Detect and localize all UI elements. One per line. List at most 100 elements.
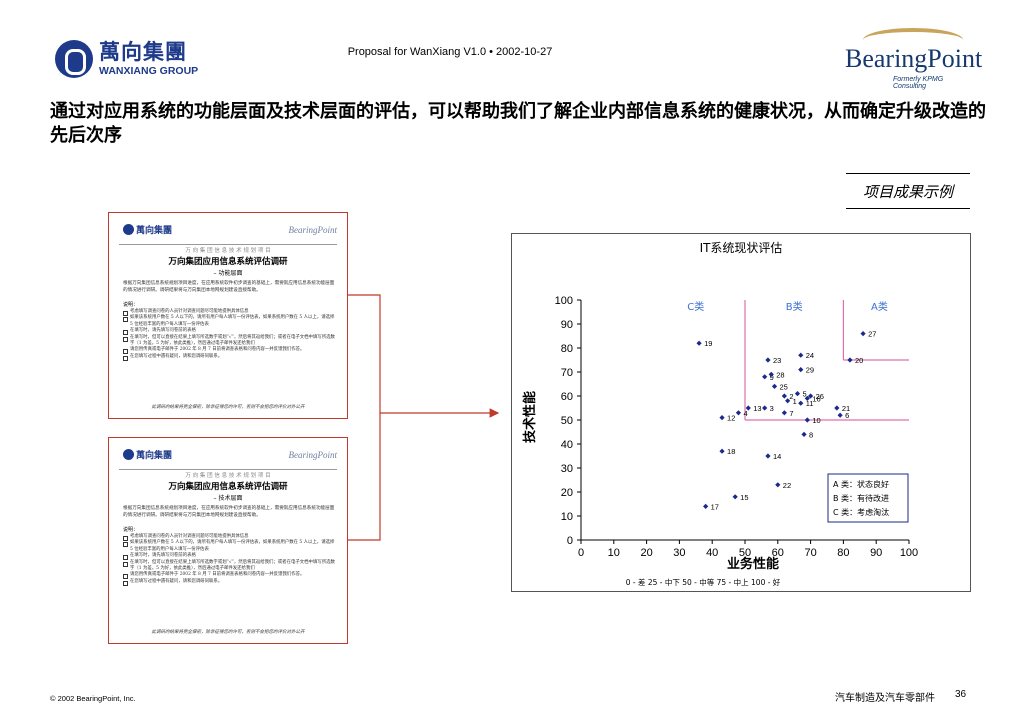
chart-legend-item: B 类：有待改进 — [833, 493, 889, 503]
x-tick-label: 20 — [640, 547, 652, 559]
survey-note-item: 在填写时，请先填写问卷前的表格 — [123, 553, 337, 561]
chart-canvas: IT系统现状评估 技术性能 业务性能 0 - 差 25 - 中下 50 - 中等… — [522, 241, 918, 587]
x-tick-label: 80 — [837, 547, 849, 559]
data-point — [834, 405, 840, 411]
chart-x-axis-label: 业务性能 — [727, 556, 779, 572]
survey-notes-label: 说明： — [123, 302, 139, 308]
survey-supertitle: 万 向 集 团 信 息 技 术 规 划 项 目 — [185, 248, 271, 254]
survey-note-item: 如果该系统用户数在 5 人以下的，请所有用户每人填写一份评估表，如果系统用户数在… — [123, 540, 337, 553]
data-point-label: 26 — [816, 392, 824, 401]
survey-function-level: 萬向集團 BearingPoint 万 向 集 团 信 息 技 术 规 划 项 … — [108, 212, 348, 419]
survey-notes-list: 考虑填写调查问卷的人员针对调查问题尽可能地提供具体信息 如果该系统用户数在 5 … — [123, 534, 337, 587]
chart-legend-box — [827, 473, 909, 523]
x-tick-label: 10 — [608, 547, 620, 559]
x-tick-label: 40 — [706, 547, 718, 559]
chart-legend-item: A 类：状态良好 — [833, 479, 889, 489]
survey-bp-logo: BearingPoint — [288, 225, 338, 235]
survey-intro: 根据万向集团信息系统规划项目进度，在应用系统软件初步调查的基础上，需要就应用信息… — [123, 506, 335, 518]
survey-note-item: 请您用传真或电子邮件于 2002 年 8 月 7 日前将调查表格和问卷内容一并反… — [123, 347, 337, 355]
survey-title: 万向集团应用信息系统评估调研 — [168, 482, 288, 492]
survey-subtitle: – 功能层面 — [213, 270, 243, 277]
y-tick-label: 100 — [555, 295, 573, 307]
data-point — [860, 331, 866, 337]
data-point — [804, 395, 810, 401]
x-tick-label: 70 — [804, 547, 816, 559]
survey-logo: 萬向集團 — [123, 223, 178, 239]
survey-intro: 根据万向集团信息系统规划项目进度，在应用系统软件初步调查的基础上，需要就应用信息… — [123, 281, 335, 293]
data-point-label: 19 — [704, 339, 712, 348]
wanxiang-logo-icon — [55, 40, 93, 78]
data-point — [781, 393, 787, 399]
wanxiang-logo: 萬向集團 WANXIANG GROUP — [55, 40, 215, 80]
data-point-label: 27 — [868, 330, 876, 339]
data-point — [765, 453, 771, 459]
data-point — [804, 417, 810, 423]
page-number: 36 — [955, 689, 967, 700]
data-point-label: 29 — [806, 366, 814, 375]
data-point-label: 4 — [743, 409, 747, 418]
data-point — [719, 415, 725, 421]
data-point — [798, 367, 804, 373]
survey-logo-text: 萬向集團 — [136, 226, 173, 236]
data-point — [847, 357, 853, 363]
data-point-label: 11 — [806, 399, 814, 408]
y-tick-label: 80 — [561, 343, 573, 355]
data-point — [794, 391, 801, 397]
proposal-header: Proposal for WanXiang V1.0 • 2002-10-27 — [347, 46, 553, 58]
data-point-label: 1 — [793, 397, 797, 406]
bearingpoint-logo-name: BearingPoint — [845, 44, 983, 73]
class-label: B类 — [786, 300, 803, 313]
chart-scale-note: 0 - 差 25 - 中下 50 - 中等 75 - 中上 100 - 好 — [626, 577, 781, 587]
data-point — [703, 503, 709, 509]
copyright: © 2002 BearingPoint, Inc. — [50, 694, 136, 703]
chart-threshold-group — [744, 300, 909, 421]
slide-headline: 通过对应用系统的功能层面及技术层面的评估，可以帮助我们了解企业内部信息系统的健康… — [50, 101, 986, 146]
survey-divider — [119, 469, 337, 470]
data-point-label: 13 — [753, 404, 761, 413]
y-tick-label: 70 — [561, 367, 573, 379]
wanxiang-logo-en: WANXIANG GROUP — [99, 65, 199, 77]
survey-logo-icon — [123, 449, 134, 460]
data-point-label: 7 — [789, 409, 793, 418]
survey-supertitle: 万 向 集 团 信 息 技 术 规 划 项 目 — [185, 473, 271, 479]
data-point-label: 22 — [783, 481, 791, 490]
data-point — [798, 400, 804, 406]
chart-title: IT系统现状评估 — [700, 241, 783, 255]
y-tick-label: 40 — [561, 439, 573, 451]
survey-bp-logo: BearingPoint — [288, 450, 338, 460]
survey-note-item: 在您填写过程中遇有疑问，请和您调研同联系。 — [123, 354, 337, 362]
data-point — [696, 340, 702, 346]
survey-note-item: 在您填写过程中遇有疑问，请和您调研同联系。 — [123, 579, 337, 587]
y-tick-label: 0 — [567, 535, 573, 547]
class-label: C类 — [687, 300, 704, 313]
x-tick-label: 0 — [578, 547, 584, 559]
data-point-label: 17 — [711, 502, 719, 511]
x-tick-label: 30 — [673, 547, 685, 559]
data-point — [798, 352, 804, 358]
label-rule-bottom — [846, 208, 970, 209]
bearingpoint-arc-icon — [863, 28, 963, 52]
data-point — [765, 357, 771, 363]
data-point — [781, 410, 787, 416]
survey-note-item: 在填写时，但可以直接在结果上填写所选数字或划“√”，然后将其返给我们；或者在电子… — [123, 560, 337, 573]
data-point-label: 2 — [789, 392, 793, 401]
data-point — [808, 393, 814, 399]
x-tick-label: 90 — [870, 547, 882, 559]
survey-note-item: 请您用传真或电子邮件于 2002 年 8 月 7 日前将调查表格和问卷内容一并反… — [123, 572, 337, 580]
data-point-label: 25 — [780, 382, 788, 391]
connector-arrow-top — [347, 294, 500, 418]
y-tick-label: 50 — [561, 415, 573, 427]
data-point-label: 15 — [740, 493, 748, 502]
x-tick-label: 50 — [739, 547, 751, 559]
footer-section: 汽车制造及汽车零部件 — [835, 693, 935, 704]
it-assessment-chart: IT系统现状评估 技术性能 业务性能 0 - 差 25 - 中下 50 - 中等… — [511, 233, 971, 592]
x-tick-label: 100 — [900, 547, 918, 559]
data-point — [732, 494, 738, 500]
data-point — [719, 448, 725, 454]
data-point — [745, 405, 751, 411]
label-rule-top — [846, 173, 970, 174]
bearingpoint-logo-subtitle: Formerly KPMG Consulting — [893, 76, 944, 90]
data-point-label: 23 — [773, 356, 781, 365]
data-point — [775, 482, 781, 488]
